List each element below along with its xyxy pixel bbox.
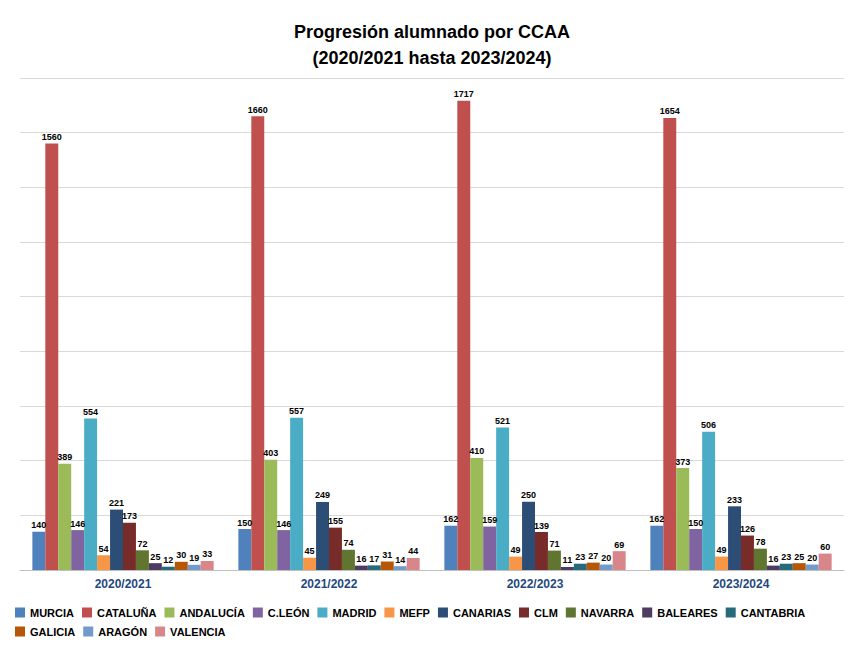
svg-text:ARAGÓN: ARAGÓN xyxy=(98,626,147,638)
svg-text:GALICIA: GALICIA xyxy=(30,626,75,638)
svg-text:30: 30 xyxy=(176,550,186,560)
svg-text:221: 221 xyxy=(109,498,124,508)
svg-text:25: 25 xyxy=(150,552,160,562)
svg-text:1717: 1717 xyxy=(454,89,474,99)
svg-text:155: 155 xyxy=(328,516,343,526)
svg-text:44: 44 xyxy=(408,546,418,556)
svg-text:126: 126 xyxy=(740,524,755,534)
svg-text:150: 150 xyxy=(688,518,703,528)
svg-text:16: 16 xyxy=(356,554,366,564)
svg-text:139: 139 xyxy=(534,521,549,531)
svg-text:23: 23 xyxy=(781,552,791,562)
svg-text:CLM: CLM xyxy=(534,607,558,619)
svg-text:162: 162 xyxy=(649,514,664,524)
svg-text:2020/2021: 2020/2021 xyxy=(95,577,152,591)
svg-text:554: 554 xyxy=(83,407,98,417)
svg-text:16: 16 xyxy=(768,554,778,564)
svg-text:MEFP: MEFP xyxy=(399,607,430,619)
svg-text:557: 557 xyxy=(289,406,304,416)
svg-text:233: 233 xyxy=(727,495,742,505)
svg-text:389: 389 xyxy=(57,452,72,462)
svg-text:C.LEÓN: C.LEÓN xyxy=(268,607,310,619)
svg-text:49: 49 xyxy=(717,545,727,555)
svg-text:17: 17 xyxy=(369,554,379,564)
svg-text:VALENCIA: VALENCIA xyxy=(170,626,225,638)
svg-text:373: 373 xyxy=(675,457,690,467)
svg-text:12: 12 xyxy=(163,555,173,565)
svg-text:250: 250 xyxy=(521,490,536,500)
svg-text:45: 45 xyxy=(305,546,315,556)
svg-text:14: 14 xyxy=(395,555,405,565)
svg-text:403: 403 xyxy=(263,448,278,458)
svg-text:33: 33 xyxy=(202,549,212,559)
svg-text:60: 60 xyxy=(820,542,830,552)
svg-text:25: 25 xyxy=(794,552,804,562)
svg-text:2023/2024: 2023/2024 xyxy=(713,577,770,591)
svg-text:BALEARES: BALEARES xyxy=(657,607,718,619)
svg-text:ANDALUCÍA: ANDALUCÍA xyxy=(179,607,244,619)
svg-text:MADRID: MADRID xyxy=(332,607,376,619)
svg-text:72: 72 xyxy=(137,539,147,549)
svg-text:MURCIA: MURCIA xyxy=(30,607,74,619)
svg-text:2021/2022: 2021/2022 xyxy=(301,577,358,591)
svg-text:49: 49 xyxy=(511,545,521,555)
svg-text:31: 31 xyxy=(382,550,392,560)
svg-text:11: 11 xyxy=(563,555,573,565)
svg-text:140: 140 xyxy=(31,520,46,530)
svg-text:CANTABRIA: CANTABRIA xyxy=(741,607,806,619)
svg-text:69: 69 xyxy=(614,540,624,550)
svg-text:20: 20 xyxy=(807,553,817,563)
svg-text:19: 19 xyxy=(189,553,199,563)
svg-text:CANARIAS: CANARIAS xyxy=(453,607,511,619)
svg-text:20: 20 xyxy=(601,553,611,563)
svg-text:71: 71 xyxy=(549,539,559,549)
svg-text:521: 521 xyxy=(495,416,510,426)
svg-text:150: 150 xyxy=(237,518,252,528)
svg-text:23: 23 xyxy=(575,552,585,562)
svg-text:78: 78 xyxy=(755,537,765,547)
svg-text:162: 162 xyxy=(443,514,458,524)
svg-text:1660: 1660 xyxy=(248,105,268,115)
svg-text:1654: 1654 xyxy=(660,106,680,116)
svg-text:74: 74 xyxy=(343,538,353,548)
svg-text:506: 506 xyxy=(701,420,716,430)
svg-text:410: 410 xyxy=(469,446,484,456)
svg-text:2022/2023: 2022/2023 xyxy=(507,577,564,591)
svg-text:1560: 1560 xyxy=(42,132,62,142)
svg-text:173: 173 xyxy=(122,511,137,521)
svg-text:54: 54 xyxy=(99,544,109,554)
svg-text:146: 146 xyxy=(276,519,291,529)
svg-text:CATALUÑA: CATALUÑA xyxy=(97,607,157,619)
svg-text:249: 249 xyxy=(315,490,330,500)
svg-text:159: 159 xyxy=(482,515,497,525)
svg-text:Progresión alumnado por CCAA: Progresión alumnado por CCAA xyxy=(294,22,570,42)
svg-text:146: 146 xyxy=(70,519,85,529)
svg-text:27: 27 xyxy=(588,551,598,561)
svg-text:(2020/2021 hasta 2023/2024): (2020/2021 hasta 2023/2024) xyxy=(312,48,551,68)
svg-text:NAVARRA: NAVARRA xyxy=(581,607,634,619)
